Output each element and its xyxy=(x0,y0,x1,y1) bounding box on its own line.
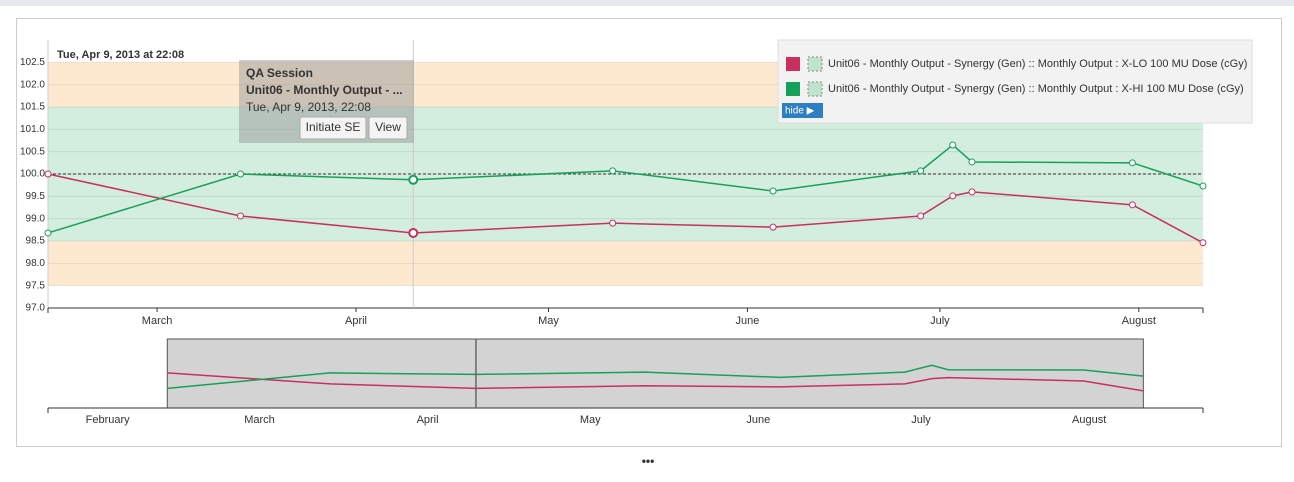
x-tick-label: August xyxy=(1122,315,1156,327)
data-point xyxy=(769,223,777,231)
data-point xyxy=(917,167,925,175)
tooltip-button-label[interactable]: View xyxy=(375,120,401,134)
navigator-tick-label: August xyxy=(1072,414,1106,426)
legend-box xyxy=(777,39,1253,124)
series-line xyxy=(167,372,1144,392)
legend-swatch xyxy=(786,82,800,96)
data-point xyxy=(917,212,925,220)
y-tick-label: 99.0 xyxy=(26,213,46,224)
data-point xyxy=(408,174,419,185)
legend-swatch xyxy=(786,57,800,71)
y-tick-label: 99.5 xyxy=(26,191,46,202)
data-point xyxy=(44,229,52,237)
y-tick-label: 101.0 xyxy=(20,124,45,135)
y-tick-label: 98.0 xyxy=(26,258,46,269)
y-tick-label: 102.0 xyxy=(20,79,45,90)
data-point xyxy=(968,158,976,166)
series-line xyxy=(47,173,1204,244)
data-point xyxy=(1128,201,1136,209)
data-point xyxy=(408,227,419,238)
tooltip-button[interactable] xyxy=(368,116,408,140)
y-tick-label: 98.5 xyxy=(26,236,46,247)
legend-label[interactable]: Unit06 - Monthly Output - Synergy (Gen) … xyxy=(828,83,1244,95)
tooltip-subtitle: Unit06 - Monthly Output - ... xyxy=(246,83,403,97)
top-bar xyxy=(0,0,1294,6)
x-tick-label: July xyxy=(930,315,950,327)
data-point xyxy=(949,192,957,200)
data-point xyxy=(769,187,777,195)
data-point xyxy=(44,170,52,178)
x-tick-label: March xyxy=(142,315,173,327)
legend-label[interactable]: Unit06 - Monthly Output - Synergy (Gen) … xyxy=(828,58,1247,70)
y-tick-label: 97.5 xyxy=(26,280,46,291)
data-point xyxy=(949,141,957,149)
y-tick-label: 100.0 xyxy=(20,169,45,180)
data-point xyxy=(237,170,244,178)
navigator-tick-label: June xyxy=(746,414,770,426)
more-button[interactable]: ••• xyxy=(642,454,655,468)
navigator-tick-label: May xyxy=(580,414,601,426)
legend-toggle[interactable] xyxy=(782,103,823,118)
data-point xyxy=(237,212,244,220)
navigator-tick-label: July xyxy=(911,414,931,426)
legend-band-swatch xyxy=(807,56,823,72)
hover-label: Tue, Apr 9, 2013 at 22:08 xyxy=(57,49,184,61)
tooltip-title: QA Session xyxy=(246,66,313,80)
y-tick-label: 100.5 xyxy=(20,146,45,157)
data-point xyxy=(1199,182,1207,190)
y-tick-label: 101.5 xyxy=(20,102,45,113)
tooltip-button[interactable] xyxy=(299,116,367,140)
data-point xyxy=(968,188,976,196)
data-point xyxy=(1128,159,1136,167)
y-tick-label: 102.5 xyxy=(20,57,45,68)
tooltip-button-label[interactable]: Initiate SE xyxy=(306,120,361,134)
series-line xyxy=(167,364,1144,390)
tooltip-date: Tue, Apr 9, 2013, 22:08 xyxy=(246,100,371,114)
legend-band-swatch xyxy=(807,81,823,97)
y-tick-label: 97.0 xyxy=(26,303,46,314)
x-tick-label: May xyxy=(538,315,559,327)
data-point xyxy=(1199,239,1207,247)
series-line xyxy=(47,143,1204,234)
x-tick-label: June xyxy=(735,315,759,327)
data-point xyxy=(609,219,617,227)
x-tick-label: April xyxy=(345,315,367,327)
navigator-tick-label: March xyxy=(244,414,275,426)
plot-band xyxy=(48,241,1203,286)
navigator-tick-label: February xyxy=(86,414,131,426)
legend-toggle-label[interactable]: hide ▶ xyxy=(785,106,815,117)
navigator-tick-label: April xyxy=(417,414,439,426)
data-point xyxy=(609,167,617,175)
panel xyxy=(16,18,1282,447)
navigator-selection[interactable] xyxy=(166,338,1144,409)
